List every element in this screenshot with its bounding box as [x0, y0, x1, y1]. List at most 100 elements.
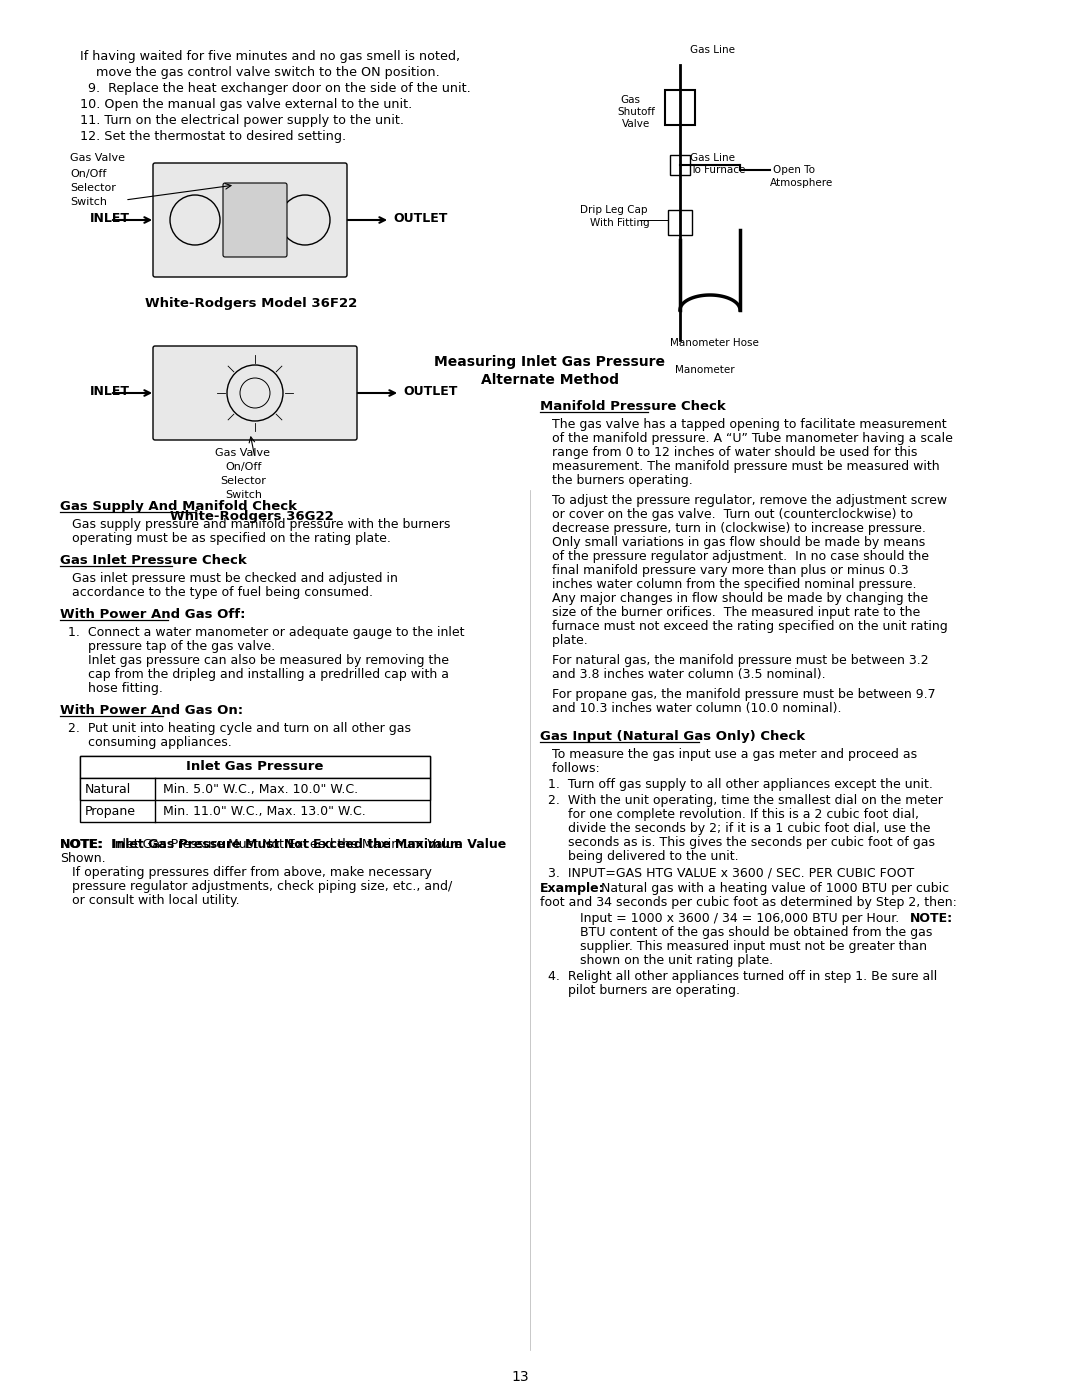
- Text: Manifold Pressure Check: Manifold Pressure Check: [540, 400, 726, 414]
- Text: Any major changes in flow should be made by changing the: Any major changes in flow should be made…: [540, 592, 928, 605]
- FancyBboxPatch shape: [153, 346, 357, 440]
- Text: The gas valve has a tapped opening to facilitate measurement: The gas valve has a tapped opening to fa…: [540, 418, 947, 432]
- Text: NOTE:  Inlet Gas Pressure Must Not Exceed the Maximum Value: NOTE: Inlet Gas Pressure Must Not Exceed…: [60, 838, 507, 851]
- Text: Inlet Gas Pressure Must Not Exceed the Maximum Value: Inlet Gas Pressure Must Not Exceed the M…: [103, 838, 462, 851]
- Text: To Furnace: To Furnace: [690, 165, 745, 175]
- Text: If operating pressures differ from above, make necessary: If operating pressures differ from above…: [72, 866, 432, 879]
- Text: cap from the dripleg and installing a predrilled cap with a: cap from the dripleg and installing a pr…: [60, 668, 449, 680]
- Text: of the pressure regulator adjustment.  In no case should the: of the pressure regulator adjustment. In…: [540, 550, 929, 563]
- Text: White-Rodgers Model 36F22: White-Rodgers Model 36F22: [145, 298, 357, 310]
- Text: Gas Input (Natural Gas Only) Check: Gas Input (Natural Gas Only) Check: [540, 731, 805, 743]
- Text: INLET: INLET: [90, 212, 130, 225]
- Text: hose fitting.: hose fitting.: [60, 682, 163, 694]
- FancyBboxPatch shape: [153, 163, 347, 277]
- Text: size of the burner orifices.  The measured input rate to the: size of the burner orifices. The measure…: [540, 606, 920, 619]
- Text: shown on the unit rating plate.: shown on the unit rating plate.: [580, 954, 773, 967]
- Text: measurement. The manifold pressure must be measured with: measurement. The manifold pressure must …: [540, 460, 940, 474]
- Text: Gas inlet pressure must be checked and adjusted in: Gas inlet pressure must be checked and a…: [60, 571, 397, 585]
- Text: Gas Inlet Pressure Check: Gas Inlet Pressure Check: [60, 555, 246, 567]
- Text: 4.  Relight all other appliances turned off in step 1. Be sure all: 4. Relight all other appliances turned o…: [540, 970, 937, 983]
- Text: operating must be as specified on the rating plate.: operating must be as specified on the ra…: [60, 532, 391, 545]
- Text: If having waited for five minutes and no gas smell is noted,: If having waited for five minutes and no…: [80, 50, 460, 63]
- Text: 13: 13: [511, 1370, 529, 1384]
- Text: Gas Line: Gas Line: [690, 45, 735, 54]
- Bar: [80, 756, 430, 821]
- Text: seconds as is. This gives the seconds per cubic foot of gas: seconds as is. This gives the seconds pe…: [540, 835, 935, 849]
- Text: 10. Open the manual gas valve external to the unit.: 10. Open the manual gas valve external t…: [80, 98, 413, 110]
- Text: Drip Leg Cap: Drip Leg Cap: [580, 205, 648, 215]
- Bar: [80, 756, 430, 778]
- Text: move the gas control valve switch to the ON position.: move the gas control valve switch to the…: [80, 66, 440, 80]
- Text: Selector: Selector: [70, 183, 116, 193]
- Text: Input = 1000 x 3600 / 34 = 106,000 BTU per Hour.: Input = 1000 x 3600 / 34 = 106,000 BTU p…: [580, 912, 903, 925]
- Text: Example:: Example:: [540, 882, 605, 895]
- Text: being delivered to the unit.: being delivered to the unit.: [540, 849, 739, 863]
- Text: On/Off: On/Off: [225, 462, 261, 472]
- Text: and 10.3 inches water column (10.0 nominal).: and 10.3 inches water column (10.0 nomin…: [540, 703, 841, 715]
- Text: With Power And Gas Off:: With Power And Gas Off:: [60, 608, 245, 622]
- Text: Measuring Inlet Gas Pressure: Measuring Inlet Gas Pressure: [434, 355, 665, 369]
- Text: OUTLET: OUTLET: [403, 386, 457, 398]
- Text: inches water column from the specified nominal pressure.: inches water column from the specified n…: [540, 578, 917, 591]
- Text: foot and 34 seconds per cubic foot as determined by Step 2, then:: foot and 34 seconds per cubic foot as de…: [540, 895, 957, 909]
- Text: accordance to the type of fuel being consumed.: accordance to the type of fuel being con…: [60, 585, 373, 599]
- Text: 2.  Put unit into heating cycle and turn on all other gas: 2. Put unit into heating cycle and turn …: [60, 722, 411, 735]
- Text: Shutoff: Shutoff: [617, 108, 654, 117]
- Text: follows:: follows:: [540, 761, 599, 775]
- Text: INLET: INLET: [90, 386, 130, 398]
- Text: or consult with local utility.: or consult with local utility.: [72, 894, 240, 907]
- Text: 2.  With the unit operating, time the smallest dial on the meter: 2. With the unit operating, time the sma…: [540, 793, 943, 807]
- Text: consuming appliances.: consuming appliances.: [60, 736, 232, 749]
- Text: Gas Valve: Gas Valve: [215, 448, 270, 458]
- Text: With Fitting: With Fitting: [590, 218, 650, 228]
- Text: of the manifold pressure. A “U” Tube manometer having a scale: of the manifold pressure. A “U” Tube man…: [540, 432, 953, 446]
- Text: supplier. This measured input must not be greater than: supplier. This measured input must not b…: [580, 940, 927, 953]
- Text: Alternate Method: Alternate Method: [481, 373, 619, 387]
- Text: Gas supply pressure and manifold pressure with the burners: Gas supply pressure and manifold pressur…: [60, 518, 450, 531]
- Text: To adjust the pressure regulator, remove the adjustment screw: To adjust the pressure regulator, remove…: [540, 495, 947, 507]
- Text: Propane: Propane: [85, 805, 136, 819]
- Text: Min. 5.0" W.C., Max. 10.0" W.C.: Min. 5.0" W.C., Max. 10.0" W.C.: [163, 782, 359, 796]
- Text: 11. Turn on the electrical power supply to the unit.: 11. Turn on the electrical power supply …: [80, 115, 404, 127]
- Text: Open To: Open To: [773, 165, 815, 175]
- Text: decrease pressure, turn in (clockwise) to increase pressure.: decrease pressure, turn in (clockwise) t…: [540, 522, 926, 535]
- Text: 1.  Turn off gas supply to all other appliances except the unit.: 1. Turn off gas supply to all other appl…: [540, 778, 933, 791]
- Text: Gas: Gas: [620, 95, 640, 105]
- Text: or cover on the gas valve.  Turn out (counterclockwise) to: or cover on the gas valve. Turn out (cou…: [540, 509, 913, 521]
- FancyBboxPatch shape: [222, 183, 287, 257]
- Text: NOTE:: NOTE:: [60, 838, 103, 851]
- Bar: [80, 778, 430, 800]
- Text: Switch: Switch: [70, 197, 107, 207]
- Text: On/Off: On/Off: [70, 169, 106, 179]
- Text: Gas Valve: Gas Valve: [70, 154, 125, 163]
- Text: Natural: Natural: [85, 782, 132, 796]
- Text: for one complete revolution. If this is a 2 cubic foot dial,: for one complete revolution. If this is …: [540, 807, 919, 821]
- Text: 1.  Connect a water manometer or adequate gauge to the inlet: 1. Connect a water manometer or adequate…: [60, 626, 464, 638]
- Text: plate.: plate.: [540, 634, 588, 647]
- Text: BTU content of the gas should be obtained from the gas: BTU content of the gas should be obtaine…: [580, 926, 932, 939]
- Text: Min. 11.0" W.C., Max. 13.0" W.C.: Min. 11.0" W.C., Max. 13.0" W.C.: [163, 805, 366, 819]
- Text: divide the seconds by 2; if it is a 1 cubic foot dial, use the: divide the seconds by 2; if it is a 1 cu…: [540, 821, 931, 835]
- Bar: [670, 155, 690, 175]
- Text: Gas Supply And Manifold Check: Gas Supply And Manifold Check: [60, 500, 297, 513]
- Text: OUTLET: OUTLET: [393, 212, 447, 225]
- Text: pressure tap of the gas valve.: pressure tap of the gas valve.: [60, 640, 275, 652]
- Text: range from 0 to 12 inches of water should be used for this: range from 0 to 12 inches of water shoul…: [540, 446, 917, 460]
- Text: the burners operating.: the burners operating.: [540, 474, 692, 488]
- Text: Natural gas with a heating value of 1000 BTU per cubic: Natural gas with a heating value of 1000…: [597, 882, 949, 895]
- Text: Manometer Hose: Manometer Hose: [670, 338, 759, 348]
- Text: Manometer: Manometer: [675, 365, 734, 374]
- Bar: [669, 210, 692, 235]
- Bar: [665, 89, 696, 124]
- Text: To measure the gas input use a gas meter and proceed as: To measure the gas input use a gas meter…: [540, 747, 917, 761]
- Text: 3.  INPUT=GAS HTG VALUE x 3600 / SEC. PER CUBIC FOOT: 3. INPUT=GAS HTG VALUE x 3600 / SEC. PER…: [540, 866, 915, 879]
- Text: With Power And Gas On:: With Power And Gas On:: [60, 704, 243, 717]
- Text: final manifold pressure vary more than plus or minus 0.3: final manifold pressure vary more than p…: [540, 564, 908, 577]
- Text: pressure regulator adjustments, check piping size, etc., and/: pressure regulator adjustments, check pi…: [72, 880, 453, 893]
- Text: White-Rodgers 36G22: White-Rodgers 36G22: [170, 510, 334, 522]
- Text: Switch: Switch: [225, 490, 262, 500]
- Text: NOTE:: NOTE:: [910, 912, 954, 925]
- Text: Valve: Valve: [622, 119, 650, 129]
- Text: Atmosphere: Atmosphere: [770, 177, 834, 189]
- Text: For propane gas, the manifold pressure must be between 9.7: For propane gas, the manifold pressure m…: [540, 687, 935, 701]
